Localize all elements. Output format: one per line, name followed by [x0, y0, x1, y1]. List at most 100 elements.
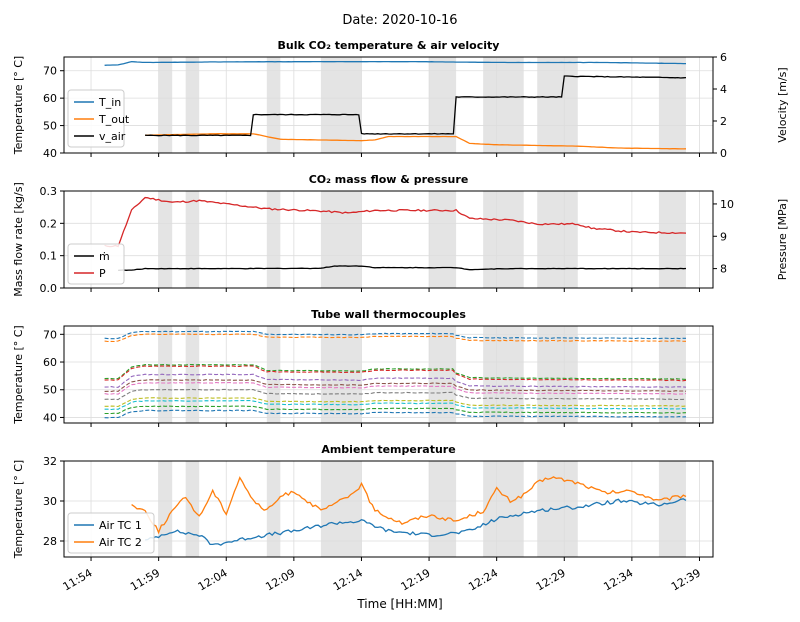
legend-label: T_in	[98, 96, 121, 109]
y-tick-label: 50	[43, 120, 57, 133]
panel-title: Bulk CO₂ temperature & air velocity	[278, 39, 500, 52]
shaded-interval	[483, 326, 524, 423]
series-line	[104, 397, 687, 408]
y-tick-label: 28	[43, 535, 57, 548]
x-tick-label: 11:59	[128, 566, 162, 593]
legend-label: ṁ	[99, 250, 110, 263]
shaded-interval	[537, 191, 578, 288]
legend-label: Air TC 2	[99, 536, 142, 549]
y-axis-label: Temperature [° C]	[12, 56, 25, 155]
shaded-interval	[483, 57, 524, 153]
y2-tick-label: 10	[720, 198, 734, 211]
shaded-interval	[185, 191, 200, 288]
y-tick-label: 70	[43, 65, 57, 78]
x-tick-label: 12:14	[331, 566, 365, 593]
series-line-T_out	[145, 133, 687, 150]
shaded-interval	[158, 191, 173, 288]
shaded-interval	[429, 191, 457, 288]
y2-axis-label: Pressure [MPa]	[776, 199, 789, 280]
y-tick-label: 60	[43, 356, 57, 369]
y-axis-label: Temperature [° C]	[12, 460, 25, 559]
shaded-interval	[658, 57, 686, 153]
y2-tick-label: 0	[720, 147, 727, 160]
shaded-interval	[658, 461, 686, 557]
axes-frame	[63, 190, 714, 289]
shaded-interval	[320, 326, 362, 423]
series-line-T_in	[104, 60, 686, 66]
y2-axis-label: Velocity [m/s]	[776, 67, 789, 142]
y-tick-label: 30	[43, 495, 57, 508]
legend-box	[67, 243, 125, 285]
series-line	[104, 405, 687, 415]
series-line-v_air	[145, 75, 687, 137]
legend-label: T_out	[98, 113, 130, 126]
series-line-P	[104, 196, 687, 248]
legend-label: v_air	[99, 130, 126, 143]
shaded-interval	[483, 191, 524, 288]
shaded-interval	[320, 191, 362, 288]
figure-xlabel: Time [HH:MM]	[356, 597, 442, 611]
x-tick-label: 12:09	[263, 566, 297, 593]
series-line-ṁ	[118, 265, 687, 272]
y-axis-label: Temperature [° C]	[12, 325, 25, 424]
panel-title: CO₂ mass flow & pressure	[309, 173, 469, 186]
shaded-interval	[266, 57, 281, 153]
shaded-interval	[158, 57, 173, 153]
shaded-interval	[537, 57, 578, 153]
shaded-interval	[429, 57, 457, 153]
shaded-interval	[483, 461, 524, 557]
series-line-Air TC 1	[144, 498, 687, 546]
legend-label: P	[99, 267, 106, 280]
series-line	[104, 373, 687, 388]
y2-tick-label: 4	[720, 83, 727, 96]
legend-box	[67, 512, 155, 554]
series-line	[104, 365, 687, 382]
y-tick-label: 0.3	[40, 185, 58, 198]
shaded-interval	[320, 461, 362, 557]
shaded-interval	[266, 326, 281, 423]
y-tick-label: 0.1	[40, 250, 58, 263]
panel-2	[60, 190, 717, 292]
series-line	[104, 330, 686, 340]
y-tick-label: 0.0	[40, 282, 58, 295]
y2-tick-label: 2	[720, 115, 727, 128]
shaded-interval	[429, 326, 457, 423]
shaded-interval	[658, 191, 686, 288]
y-axis-label: Mass flow rate [kg/s]	[12, 182, 25, 297]
x-tick-label: 12:29	[534, 566, 568, 593]
series-line	[104, 409, 687, 419]
series-line	[104, 399, 687, 411]
y-tick-label: 70	[43, 328, 57, 341]
x-tick-label: 11:54	[61, 566, 95, 593]
series-line	[104, 363, 687, 380]
x-tick-label: 12:39	[669, 566, 703, 593]
y-tick-label: 32	[43, 455, 57, 468]
panel-1	[60, 56, 717, 157]
x-tick-label: 12:24	[466, 566, 500, 593]
legend-box	[67, 89, 125, 148]
y-tick-label: 60	[43, 92, 57, 105]
shaded-interval	[266, 191, 281, 288]
shaded-interval	[658, 326, 686, 423]
series-line-Air TC 2	[131, 476, 687, 535]
shaded-interval	[320, 57, 362, 153]
y2-tick-label: 8	[720, 263, 727, 276]
axes-frame	[63, 56, 714, 154]
shaded-interval	[185, 57, 200, 153]
series-line	[104, 381, 687, 395]
y-tick-label: 40	[43, 147, 57, 160]
y-tick-label: 50	[43, 384, 57, 397]
panel-3	[60, 325, 714, 427]
panel-title: Tube wall thermocouples	[311, 308, 466, 321]
panel-4	[60, 460, 714, 561]
shaded-interval	[537, 326, 578, 423]
axes-frame	[63, 325, 714, 424]
shaded-interval	[429, 461, 457, 557]
y2-tick-label: 9	[720, 230, 727, 243]
figure-suptitle: Date: 2020-10-16	[342, 13, 457, 28]
axes-frame	[63, 460, 714, 558]
legend-label: Air TC 1	[99, 519, 142, 532]
series-line	[104, 379, 687, 392]
series-line	[104, 388, 687, 401]
